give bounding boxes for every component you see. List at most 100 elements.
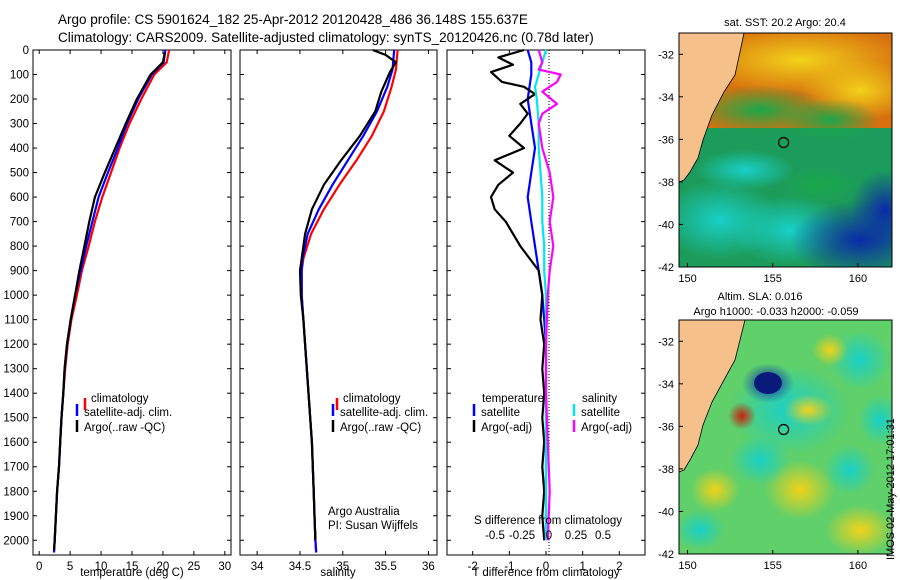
s-diff-tick-label: 0.5 [595,530,611,542]
temperature-axes-frame [32,49,232,556]
salinity-axes-frame [239,49,438,556]
series-line-s-argo-adj- [537,49,562,541]
legend-label-satellite: satellite-adj. clim. [84,407,172,419]
x-tick-label: 15 [126,561,139,573]
map-y-tick-label: -32 [658,49,674,61]
header-line-1: Argo profile: CS 5901624_182 25-Apr-2012… [58,12,528,27]
series-line-satellite-adj-clim- [300,49,396,553]
difference-legend: temperature satellite Argo(-adj) salinit… [472,393,632,434]
legend-label-satellite: satellite-adj. clim. [340,407,428,419]
y-tick-label: 100 [10,70,29,82]
map-y-tick-label: -32 [658,336,674,348]
sst-map-title: sat. SST: 20.2 Argo: 20.4 [724,17,846,29]
y-tick-label: 1800 [3,486,29,498]
map-x-tick-label: 155 [764,560,782,572]
map-y-tick-label: -40 [658,506,674,518]
x-tick-label: 1 [579,561,585,573]
legend-label-s-satellite: satellite [581,407,620,419]
s-diff-tick-label: 0 [546,530,552,542]
y-tick-label: 1500 [3,413,29,425]
map-y-tick-label: -36 [658,421,674,433]
y-tick-label: 1400 [3,388,29,400]
x-tick-label: 0 [543,561,549,573]
map-y-tick-label: -42 [658,549,674,561]
legend-label-climatology: climatology [343,393,401,405]
sla-map: Altim. SLA: 0.016 Argo h1000: -0.033 h20… [658,291,893,572]
x-tick-label: 2 [616,561,622,573]
y-tick-label: 200 [10,94,29,106]
map-y-tick-label: -38 [658,464,674,476]
sla-map-subtitle: Argo h1000: -0.033 h2000: -0.059 [693,306,858,318]
s-difference-label: S difference from climatology [474,515,622,527]
argo-position-marker [777,423,790,436]
difference-panel: -2 -1 0 1 2 S difference from climatology -0… [446,48,646,579]
y-tick-label: 800 [10,241,29,253]
legend-title-temperature: temperature [482,393,544,405]
x-tick-label: 30 [218,561,231,573]
legend-label-argo: Argo(..raw -QC) [84,422,165,434]
series-line-climatology [300,49,399,553]
map-x-tick-label: 150 [678,560,696,572]
x-tick-label: 20 [157,561,170,573]
y-tick-label: 0 [23,45,29,57]
series-line-argo-raw-qc- [298,48,397,541]
map-x-tick-label: 160 [849,560,867,572]
series-line-satellite-adj-clim- [52,49,167,553]
series-line-climatology [52,49,171,553]
y-tick-label: 1600 [3,437,29,449]
y-tick-label: 900 [10,266,29,278]
x-tick-label: 36 [422,561,435,573]
legend-label-t-argo: Argo(-adj) [481,422,532,434]
credit-line-2: PI: Susan Wijffels [328,520,418,532]
legend-label-t-satellite: satellite [481,407,520,419]
x-tick-label: 0 [36,561,42,573]
argo-position-marker [777,136,790,149]
y-tick-label: 1100 [4,315,29,327]
sst-field [679,33,892,267]
map-y-tick-label: -34 [658,92,674,104]
y-tick-label: 700 [10,217,29,229]
y-tick-label: 2000 [3,535,29,547]
salinity-xlabel: salinity [320,567,355,579]
x-tick-label: 25 [187,561,200,573]
y-tick-label: 1200 [3,339,29,351]
x-tick-label: 35 [336,561,349,573]
salinity-panel: 34 34.5 35 35.5 36 salinity climatology sate… [239,48,438,579]
series-line-t-argo-adj- [489,48,546,541]
salinity-legend: climatology satellite-adj. clim. Argo(..… [331,393,428,434]
s-diff-tick-label: -0.25 [509,530,535,542]
series-line-argo-raw-qc- [52,52,166,551]
map-y-tick-label: -38 [658,177,674,189]
temperature-panel: 0100200300400500600700800900100011001200… [3,45,232,579]
legend-title-salinity: salinity [582,393,617,405]
y-tick-label: 1900 [3,511,29,523]
imos-timestamp: IMOS 02-May-2012 17:01:31 [885,418,897,560]
sst-map: sat. SST: 20.2 Argo: 20.4 150 155 160 -32 -3… [658,17,893,285]
t-difference-xlabel: T difference from climatology [472,567,619,579]
map-y-tick-label: -42 [658,262,674,274]
y-tick-label: 300 [10,119,29,131]
sst-map-frame [678,32,893,268]
y-tick-label: 1700 [3,462,29,474]
sla-field [679,320,892,554]
x-tick-label: 35.5 [374,561,396,573]
legend-label-argo: Argo(..raw -QC) [340,422,421,434]
s-diff-tick-label: 0.25 [565,530,587,542]
sla-map-title: Altim. SLA: 0.016 [718,291,803,303]
legend-label-climatology: climatology [91,393,149,405]
y-tick-label: 1000 [3,290,29,302]
sla-map-frame [678,319,893,555]
map-x-tick-label: 150 [678,273,696,285]
x-tick-label: 34 [251,561,264,573]
map-y-tick-label: -34 [658,379,674,391]
x-tick-label: 5 [67,561,73,573]
header-line-2: Climatology: CARS2009. Satellite-adjuste… [58,30,594,45]
temperature-legend: climatology satellite-adj. clim. Argo(..… [75,393,172,434]
credit-line-1: Argo Australia [328,506,400,518]
map-x-tick-label: 160 [849,273,867,285]
y-tick-label: 400 [10,143,29,155]
y-tick-label: 1300 [3,364,29,376]
y-tick-label: 600 [10,192,29,204]
y-tick-label: 500 [10,168,29,180]
